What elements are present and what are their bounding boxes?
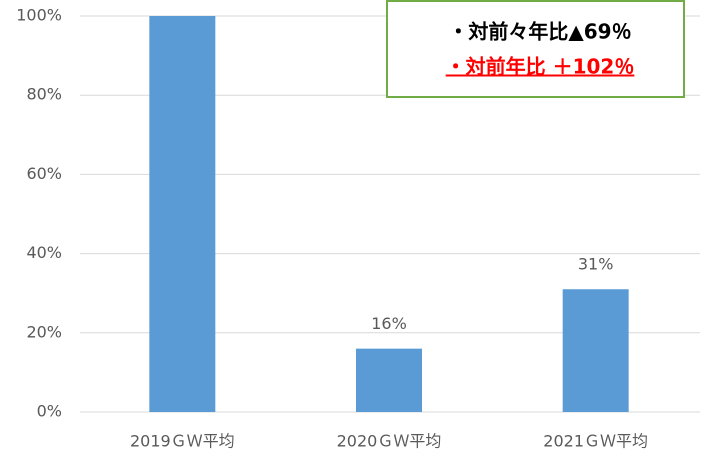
y-tick-label: 0% [37,402,62,421]
bar [356,348,422,412]
annotation: ・対前々年比▲69％ [448,20,631,44]
y-tick-label: 80% [26,85,62,104]
data-label: 16% [371,314,407,333]
annotation-box [386,0,685,98]
x-tick-label: 2021ＧＷ平均 [543,432,648,451]
x-tick-label: 2020ＧＷ平均 [337,432,442,451]
bar [562,289,629,412]
data-label: 31% [578,255,614,274]
y-tick-label: 60% [26,164,62,183]
y-tick-label: 100% [16,6,62,25]
bar [149,16,216,412]
y-tick-label: 20% [26,322,62,341]
x-tick-label: 2019ＧＷ平均 [130,432,235,451]
y-tick-label: 40% [26,243,62,262]
annotation: ・対前年比 ＋102％ [446,55,635,79]
